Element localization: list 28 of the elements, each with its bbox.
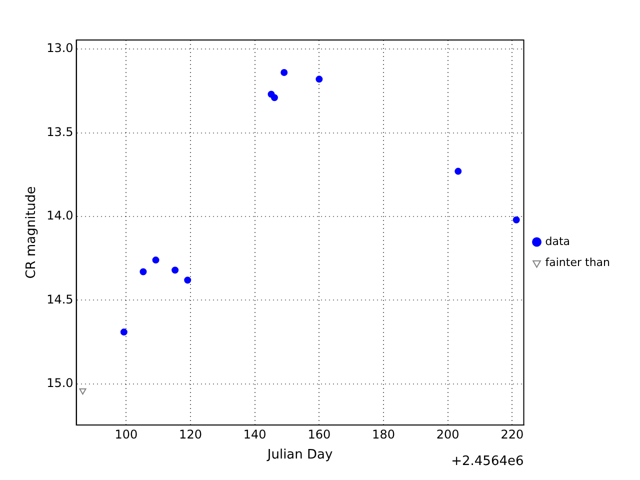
point: [454, 168, 462, 175]
x-tick-label: 200: [436, 427, 460, 442]
point: [280, 68, 288, 76]
x-tick-label: 220: [500, 427, 524, 442]
y-tick-label: 14.5: [46, 292, 74, 306]
point: [79, 388, 86, 395]
x-axis-title: Julian Day: [266, 448, 333, 463]
x-tick-label: 120: [179, 427, 202, 442]
point: [512, 216, 520, 224]
y-axis-title: CR magnitude: [24, 186, 40, 279]
y-tick-label: 13.5: [46, 124, 74, 139]
point: [120, 328, 128, 336]
text: +2.4564e6: [451, 454, 524, 469]
point: [140, 268, 147, 276]
point: [172, 266, 179, 274]
y-tick-label: 15.0: [46, 376, 74, 390]
legend-label: fainter than: [545, 256, 610, 269]
x-tick-label: 180: [372, 427, 395, 442]
y-tick-label: 13.0: [46, 41, 74, 56]
point: [316, 76, 323, 83]
point: [184, 276, 192, 284]
point: [152, 256, 160, 264]
y-tick-label: 14.0: [46, 208, 74, 223]
x-tick-label: 160: [308, 427, 331, 442]
legend-label: data: [545, 234, 570, 248]
point: [270, 94, 278, 102]
x-tick-label: 140: [243, 427, 266, 442]
x-tick-label: 100: [114, 427, 138, 442]
